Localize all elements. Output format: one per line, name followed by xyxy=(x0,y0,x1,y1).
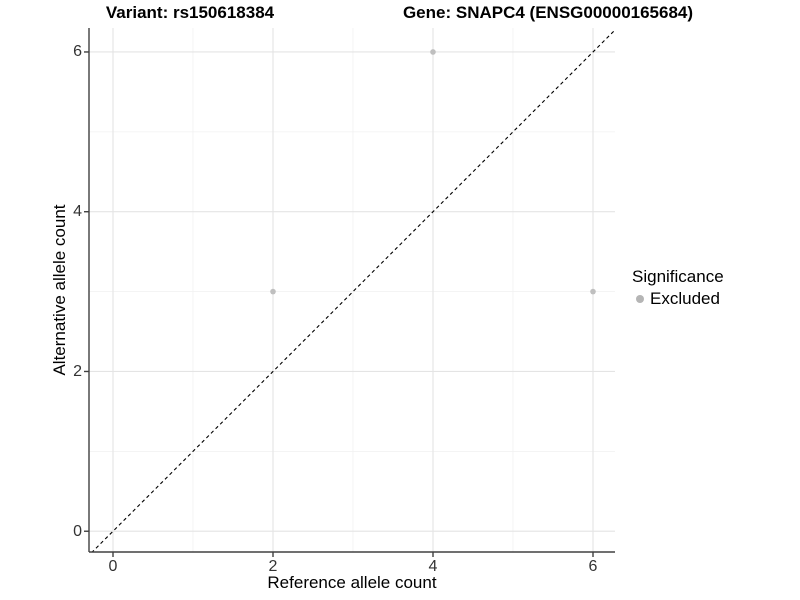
y-tick-label: 4 xyxy=(73,203,82,221)
y-tick-label: 0 xyxy=(73,522,82,540)
x-tick-label: 4 xyxy=(428,558,438,575)
x-tick-label: 6 xyxy=(588,558,598,575)
legend-key xyxy=(632,295,648,303)
legend-item: Excluded xyxy=(632,289,724,309)
x-tick-label: 2 xyxy=(268,558,278,575)
legend-items: Excluded xyxy=(632,289,724,309)
legend-item-label: Excluded xyxy=(650,289,720,308)
plot-title-variant: Variant: rs150618384 xyxy=(105,3,275,22)
y-tick-label: 6 xyxy=(73,43,82,61)
y-axis-label: Alternative allele count xyxy=(50,204,69,376)
x-tick-label: 0 xyxy=(108,558,118,575)
x-axis-label: Reference allele count xyxy=(267,573,437,592)
legend-title: Significance xyxy=(632,267,724,286)
data-point xyxy=(270,288,276,295)
legend: Significance Excluded xyxy=(632,266,724,309)
plot-title-gene: Gene: SNAPC4 (ENSG00000165684) xyxy=(402,3,694,22)
data-point xyxy=(430,49,436,55)
y-tick-label: 2 xyxy=(73,362,82,380)
identity-line xyxy=(91,29,615,552)
legend-point-icon xyxy=(636,295,644,303)
data-point xyxy=(590,288,596,295)
